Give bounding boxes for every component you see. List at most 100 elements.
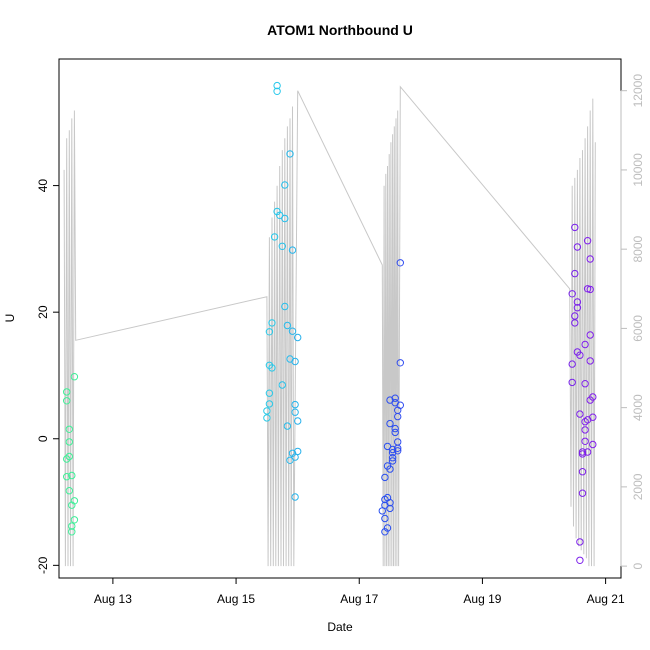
data-point [273,87,281,96]
data-point [68,522,76,530]
data-point [583,448,592,456]
data-point [294,333,302,342]
x-tick-label: Aug 13 [94,592,132,606]
y2-tick-label: 10000 [631,153,645,187]
data-point [294,417,302,425]
data-point [576,410,584,418]
plot-box [58,58,622,579]
data-point [268,364,276,372]
data-point [578,450,587,458]
data-point [281,181,289,189]
data-point [68,471,76,480]
x-axis-label: Date [327,620,353,634]
data-point [268,319,276,327]
data-point [576,538,584,546]
data-point [578,448,587,456]
x-tick-label: Aug 19 [463,592,501,606]
data-point [568,360,576,368]
data-point [283,422,292,430]
data-point [583,237,592,245]
y2-tick-label: 4000 [631,394,645,421]
data-point [273,81,281,90]
y2-tick-label: 0 [631,562,645,569]
data-point [581,437,589,445]
data-point [589,440,597,449]
data-point [394,447,402,455]
y2-tick-label: 8000 [631,235,645,262]
data-point [589,393,597,401]
data-point [386,465,394,473]
data-point [586,255,594,263]
data-point [578,468,587,476]
data-point [578,489,587,497]
data-point [263,407,271,415]
x-tick-label: Aug 15 [217,592,255,606]
data-point [586,285,594,294]
data-point [68,528,76,536]
y2-tick-label: 6000 [631,315,645,342]
data-point [65,487,74,495]
data-point [573,298,582,306]
data-point [396,401,404,409]
data-point [576,351,584,359]
data-point [70,516,79,524]
data-point [62,473,71,481]
x-tick-label: Aug 21 [587,592,625,606]
data-point [381,514,389,523]
data-point [394,444,402,452]
data-point [291,493,299,501]
data-point [65,425,74,433]
secondary-line-layer [63,85,596,567]
data-point [263,414,271,422]
data-point [581,426,589,434]
data-point [65,438,74,446]
data-point [573,243,582,251]
data-point [278,381,286,389]
data-point [70,497,79,505]
data-point [391,424,399,433]
data-point [265,361,274,369]
data-point [391,428,399,437]
data-point [388,445,397,454]
data-point [388,449,397,457]
data-point [386,504,394,513]
data-point [291,400,299,409]
data-point [586,357,594,365]
y2-tick-label: 2000 [631,473,645,500]
y-tick-label: -20 [36,556,50,574]
y-tick-label: 20 [36,305,50,319]
data-point [276,211,284,220]
data-point [291,357,299,366]
data-point [265,389,274,397]
y-tick-label: 0 [36,435,50,442]
data-point [265,328,274,336]
y-axis-label: U [3,314,17,323]
data-point [62,388,71,396]
points-layer [62,81,597,564]
data-point [573,304,582,312]
data-point [391,394,399,402]
data-point [581,340,589,349]
data-point [294,447,302,456]
data-point [278,242,286,251]
data-point [288,246,297,254]
data-point [396,259,404,267]
data-point [65,452,74,461]
data-point [288,327,297,335]
x-axis: Aug 13 Aug 15 Aug 17 Aug 19 Aug 21 [94,577,625,606]
data-point [589,413,597,421]
data-point [291,408,299,416]
y-tick-label: 40 [36,179,50,193]
data-point [568,378,576,387]
data-point [62,455,71,463]
data-point [283,321,292,330]
data-point [388,457,397,465]
data-point [381,528,389,536]
data-point [286,150,294,158]
data-point [386,419,394,428]
data-point [383,524,392,532]
data-point [62,397,71,405]
y2-axis: 0 2000 4000 6000 8000 10000 12000 [620,74,645,569]
data-point [386,499,394,507]
